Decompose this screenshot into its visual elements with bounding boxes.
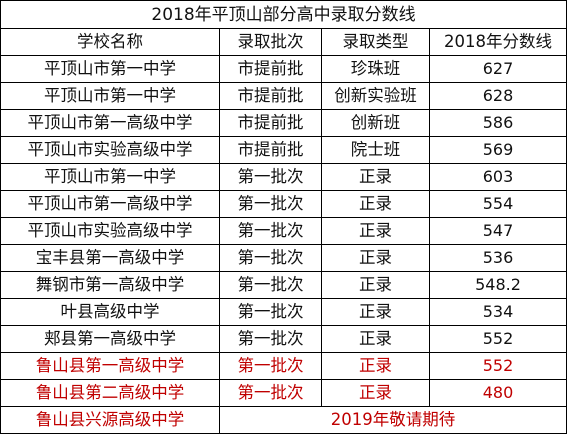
cell-score: 552	[428, 352, 567, 380]
table-row-highlighted: 鲁山县第一高级中学 第一批次 正录 552	[0, 352, 567, 380]
table-row: 舞钢市第一高级中学 第一批次 正录 548.2	[0, 271, 567, 299]
cell-batch: 第一批次	[219, 217, 322, 245]
cell-batch: 市提前批	[219, 136, 322, 164]
cell-batch: 市提前批	[219, 55, 322, 83]
cell-score: 480	[428, 379, 567, 407]
table-row: 宝丰县第一高级中学 第一批次 正录 536	[0, 244, 567, 272]
table-row: 平顶山市第一高级中学 市提前批 创新班 586	[0, 109, 567, 137]
cell-type: 正录	[321, 271, 430, 299]
cell-type: 珍珠班	[321, 55, 430, 83]
cell-type: 正录	[321, 352, 430, 380]
cell-batch: 市提前批	[219, 109, 322, 137]
cell-score: 547	[428, 217, 567, 245]
cell-school: 平顶山市第一中学	[0, 82, 220, 110]
cell-school: 郏县第一高级中学	[0, 325, 220, 353]
cell-school: 平顶山市第一中学	[0, 163, 220, 191]
cell-type: 正录	[321, 217, 430, 245]
table-row: 郏县第一高级中学 第一批次 正录 552	[0, 325, 567, 353]
cell-score: 548.2	[428, 271, 567, 299]
cell-score: 569	[428, 136, 567, 164]
cell-type: 正录	[321, 298, 430, 326]
cell-score: 603	[428, 163, 567, 191]
cell-score: 586	[428, 109, 567, 137]
cell-batch: 第一批次	[219, 244, 322, 272]
header-school-name: 学校名称	[0, 28, 220, 56]
table-row: 平顶山市实验高级中学 市提前批 院士班 569	[0, 136, 567, 164]
header-score-2018: 2018年分数线	[428, 28, 567, 56]
cell-score: 627	[428, 55, 567, 83]
cell-school: 舞钢市第一高级中学	[0, 271, 220, 299]
cell-school: 平顶山市实验高级中学	[0, 136, 220, 164]
footer-note: 2019年敬请期待	[218, 406, 567, 434]
cell-score: 534	[428, 298, 567, 326]
cell-type: 正录	[321, 190, 430, 218]
cell-type: 创新班	[321, 109, 430, 137]
table-row: 平顶山市第一中学 市提前批 珍珠班 627	[0, 55, 567, 83]
footer-school: 鲁山县兴源高级中学	[0, 406, 220, 434]
cell-batch: 第一批次	[219, 352, 322, 380]
cell-type: 创新实验班	[321, 82, 430, 110]
cell-school: 鲁山县第一高级中学	[0, 352, 220, 380]
table-row: 平顶山市第一中学 第一批次 正录 603	[0, 163, 567, 191]
cell-school: 叶县高级中学	[0, 298, 220, 326]
cell-score: 552	[428, 325, 567, 353]
cell-school: 平顶山市实验高级中学	[0, 217, 220, 245]
cell-school: 平顶山市第一中学	[0, 55, 220, 83]
header-batch: 录取批次	[219, 28, 322, 56]
cell-batch: 第一批次	[219, 190, 322, 218]
table-row: 平顶山市实验高级中学 第一批次 正录 547	[0, 217, 567, 245]
cell-type: 正录	[321, 163, 430, 191]
table-row-highlighted: 鲁山县第二高级中学 第一批次 正录 480	[0, 379, 567, 407]
cell-school: 鲁山县第二高级中学	[0, 379, 220, 407]
cell-school: 宝丰县第一高级中学	[0, 244, 220, 272]
cell-batch: 第一批次	[219, 163, 322, 191]
cell-type: 正录	[321, 244, 430, 272]
cell-type: 正录	[321, 325, 430, 353]
header-type: 录取类型	[321, 28, 430, 56]
table-row: 叶县高级中学 第一批次 正录 534	[0, 298, 567, 326]
cell-school: 平顶山市第一高级中学	[0, 109, 220, 137]
cell-score: 554	[428, 190, 567, 218]
table-title: 2018年平顶山部分高中录取分数线	[0, 0, 567, 29]
cell-batch: 第一批次	[219, 325, 322, 353]
cell-score: 536	[428, 244, 567, 272]
cell-batch: 市提前批	[219, 82, 322, 110]
cell-school: 平顶山市第一高级中学	[0, 190, 220, 218]
cell-batch: 第一批次	[219, 298, 322, 326]
cell-type: 正录	[321, 379, 430, 407]
cell-score: 628	[428, 82, 567, 110]
table-footer-row: 鲁山县兴源高级中学 2019年敬请期待	[0, 406, 567, 434]
cell-batch: 第一批次	[219, 379, 322, 407]
table-title-row: 2018年平顶山部分高中录取分数线	[0, 0, 567, 29]
table-header-row: 学校名称 录取批次 录取类型 2018年分数线	[0, 28, 567, 56]
cell-type: 院士班	[321, 136, 430, 164]
cell-batch: 第一批次	[219, 271, 322, 299]
table-row: 平顶山市第一中学 市提前批 创新实验班 628	[0, 82, 567, 110]
table-row: 平顶山市第一高级中学 第一批次 正录 554	[0, 190, 567, 218]
